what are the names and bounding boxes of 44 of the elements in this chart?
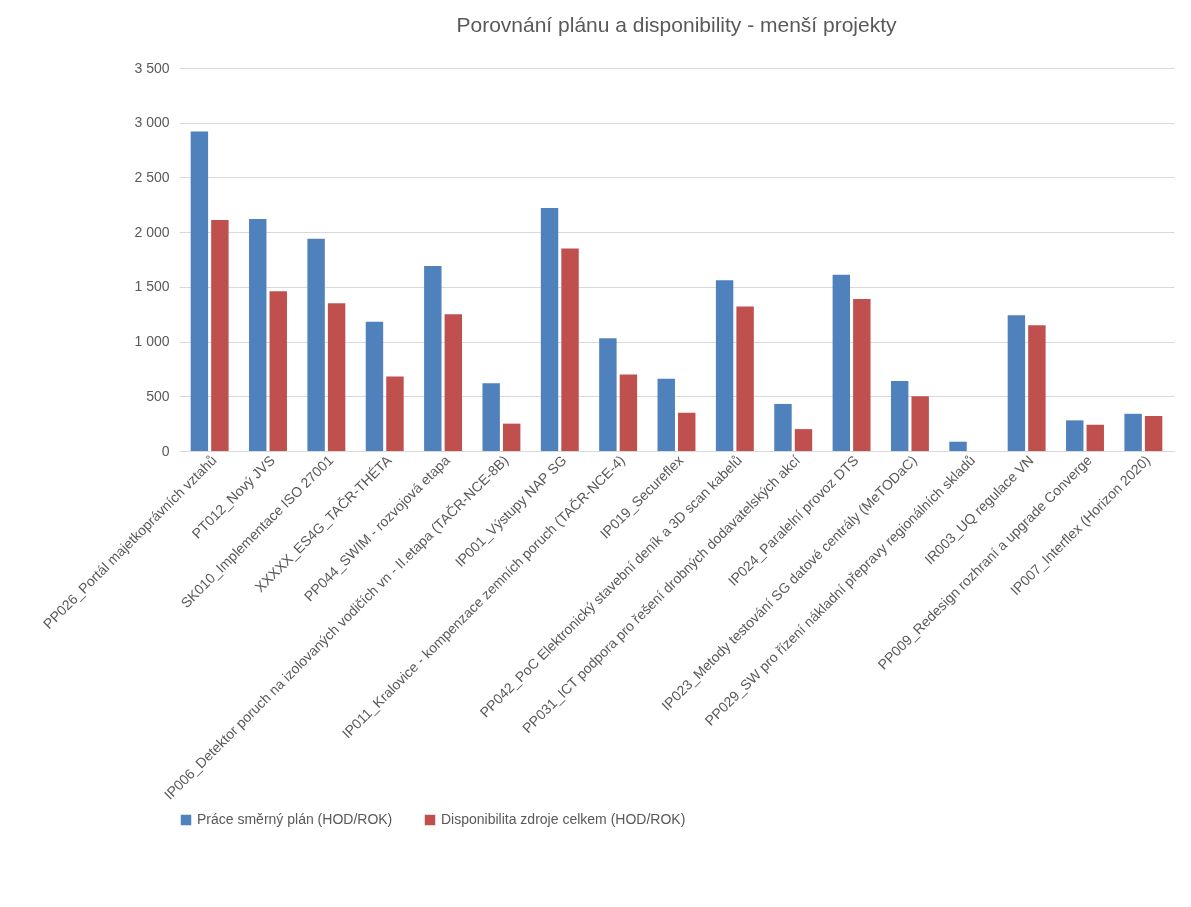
bar bbox=[386, 376, 404, 451]
bar bbox=[502, 423, 521, 451]
bar bbox=[678, 412, 696, 451]
bar bbox=[853, 298, 871, 451]
legend-label: Práce směrný plán (HOD/ROK) bbox=[197, 811, 393, 827]
bar bbox=[715, 280, 734, 451]
y-tick-label: 500 bbox=[146, 387, 170, 404]
bar bbox=[327, 303, 346, 451]
bar bbox=[832, 274, 851, 451]
bar bbox=[540, 208, 559, 451]
bar bbox=[249, 219, 267, 451]
bar bbox=[657, 378, 675, 451]
bar bbox=[424, 266, 442, 451]
y-tick-label: 0 bbox=[161, 442, 170, 459]
bar bbox=[307, 238, 325, 451]
bar bbox=[794, 429, 813, 451]
legend-label: Disponibilita zdroje celkem (HOD/ROK) bbox=[441, 811, 686, 827]
bar bbox=[444, 314, 463, 451]
bar bbox=[269, 291, 287, 451]
bar bbox=[599, 338, 617, 451]
bar bbox=[211, 220, 229, 451]
bar bbox=[1066, 420, 1084, 451]
bar bbox=[482, 383, 500, 451]
bar bbox=[561, 248, 579, 451]
y-tick-label: 2 000 bbox=[134, 223, 170, 240]
bar bbox=[774, 403, 792, 451]
y-tick-label: 2 500 bbox=[134, 168, 170, 185]
bar bbox=[911, 396, 929, 451]
y-tick-label: 1 000 bbox=[134, 333, 170, 350]
bar bbox=[1028, 325, 1046, 451]
bar bbox=[365, 321, 384, 451]
bar bbox=[1124, 413, 1142, 451]
y-tick-label: 3 500 bbox=[134, 59, 170, 76]
bar bbox=[1086, 424, 1104, 451]
bar bbox=[1144, 415, 1163, 451]
chart-title: Porovnání plánu a disponibility - menší projekty bbox=[456, 13, 898, 36]
bar bbox=[619, 374, 638, 451]
bar bbox=[949, 441, 967, 451]
y-tick-label: 3 000 bbox=[134, 114, 170, 131]
bar bbox=[890, 380, 909, 451]
y-tick-label: 1 500 bbox=[134, 278, 170, 295]
bar bbox=[736, 306, 754, 451]
bar bbox=[190, 131, 209, 451]
bar bbox=[1007, 315, 1026, 451]
